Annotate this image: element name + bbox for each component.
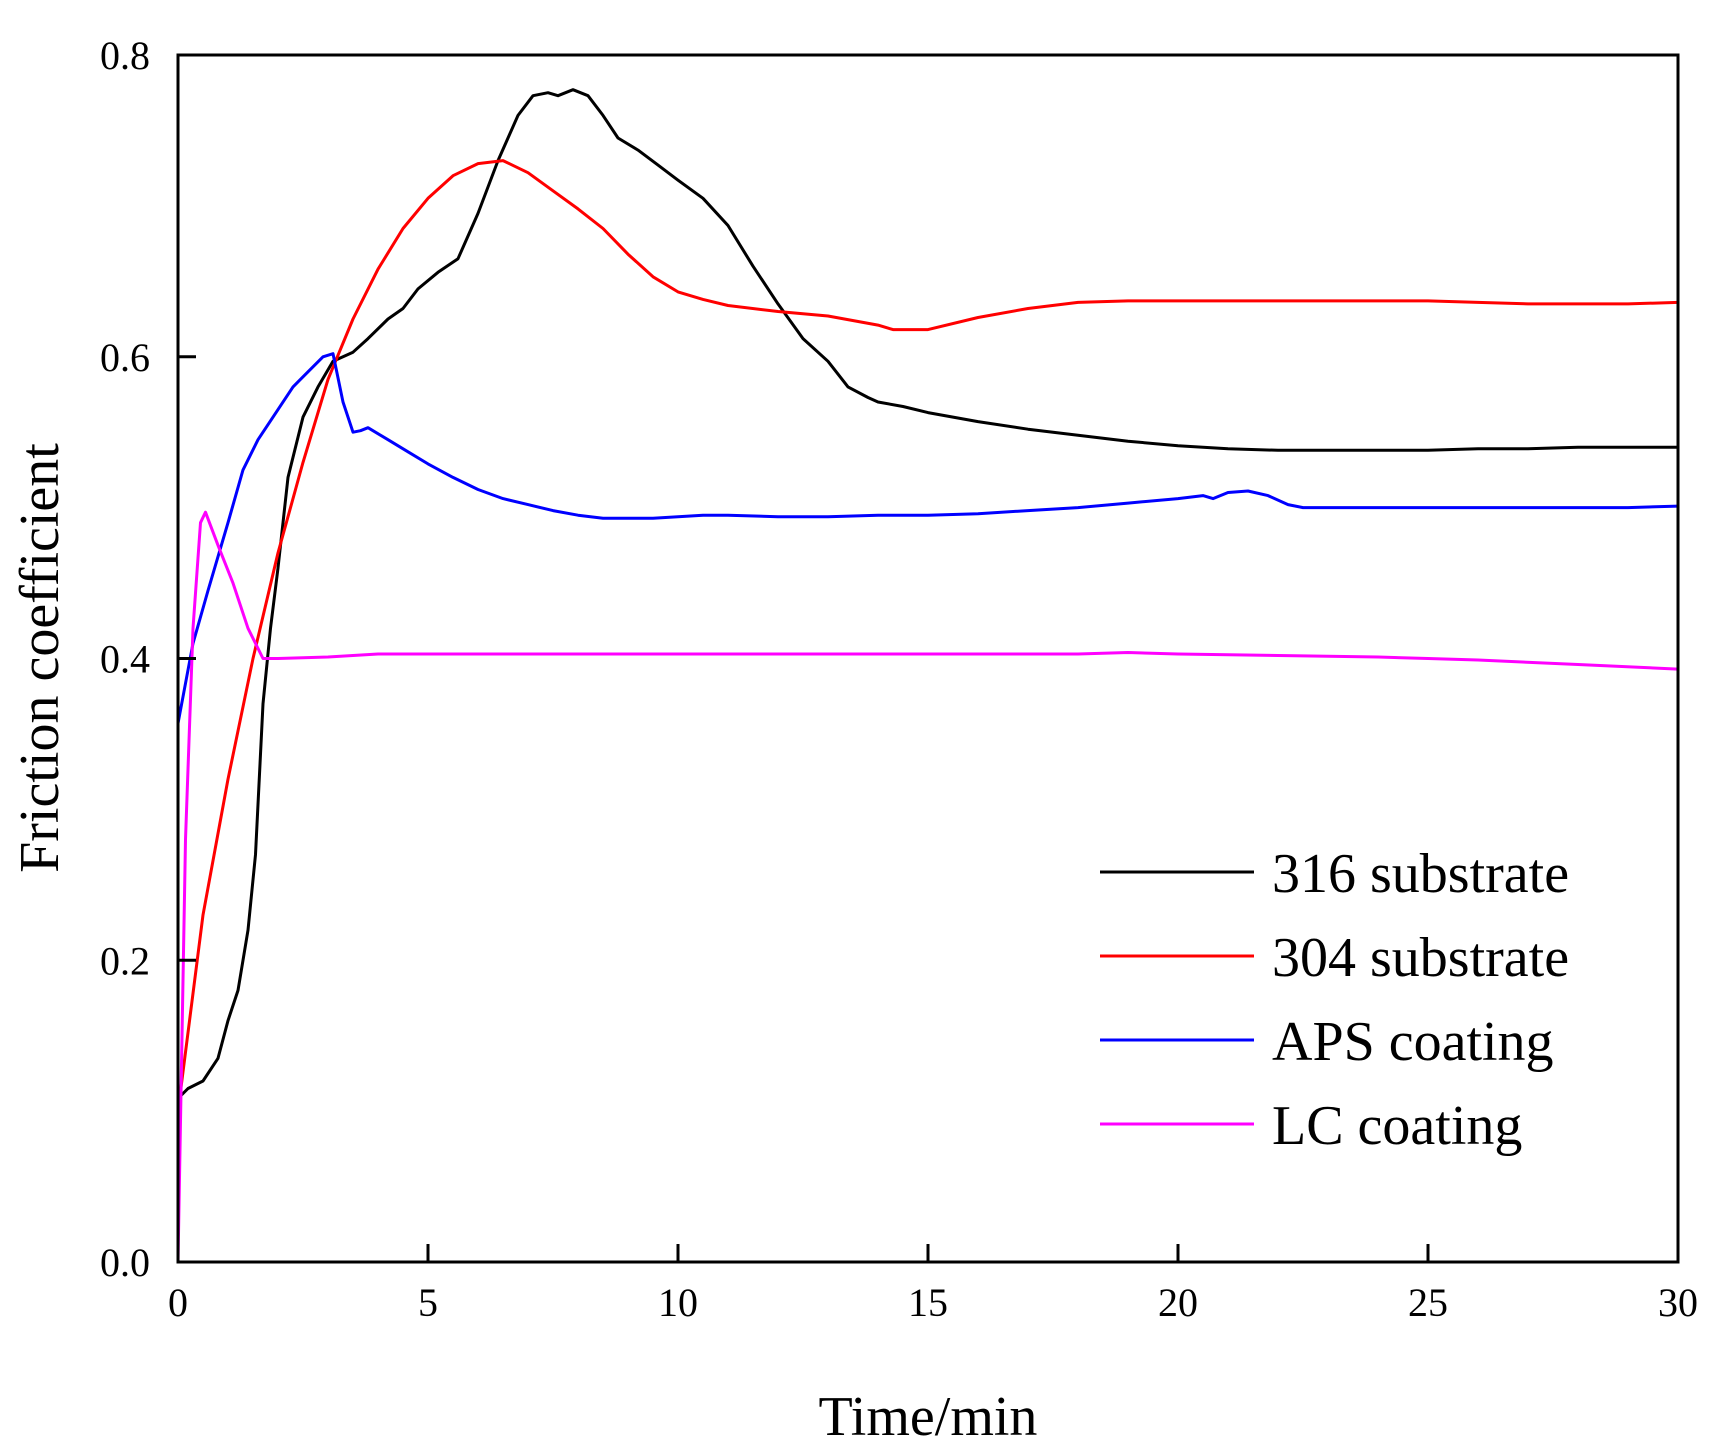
y-tick-label: 0.6 <box>100 335 150 380</box>
y-axis-ticks: 0.0 0.2 0.4 0.6 0.8 <box>100 33 196 1285</box>
series-layer <box>176 88 1680 1264</box>
legend-label-2: 304 substrate <box>1272 927 1569 989</box>
series-line-3 <box>176 352 1680 725</box>
x-tick-label: 30 <box>1658 1280 1698 1325</box>
y-axis-title: Friction coefficient <box>9 443 71 873</box>
legend: 316 substrate 304 substrate APS coating LC … <box>1100 843 1569 1157</box>
x-tick-label: 20 <box>1158 1280 1198 1325</box>
x-tick-label: 0 <box>168 1280 188 1325</box>
x-axis-ticks: 0 5 10 15 20 25 30 <box>168 1244 1698 1325</box>
x-axis-title: Time/min <box>819 1386 1038 1448</box>
y-tick-label: 0.2 <box>100 938 150 983</box>
y-tick-label: 0.4 <box>100 637 150 682</box>
legend-label-1: 316 substrate <box>1272 843 1569 905</box>
x-tick-label: 5 <box>418 1280 438 1325</box>
x-tick-label: 10 <box>658 1280 698 1325</box>
series-line-2 <box>176 159 1680 1113</box>
legend-label-3: APS coating <box>1272 1011 1554 1073</box>
y-tick-label: 0.8 <box>100 33 150 78</box>
series-line-4 <box>176 510 1680 1264</box>
y-tick-label: 0.0 <box>100 1240 150 1285</box>
plot-area: 0 5 10 15 20 25 30 0.0 0.2 0.4 0.6 0.8 <box>100 33 1698 1325</box>
x-tick-label: 15 <box>908 1280 948 1325</box>
x-tick-label: 25 <box>1408 1280 1448 1325</box>
series-line-1 <box>176 88 1680 1143</box>
legend-label-4: LC coating <box>1272 1095 1522 1157</box>
